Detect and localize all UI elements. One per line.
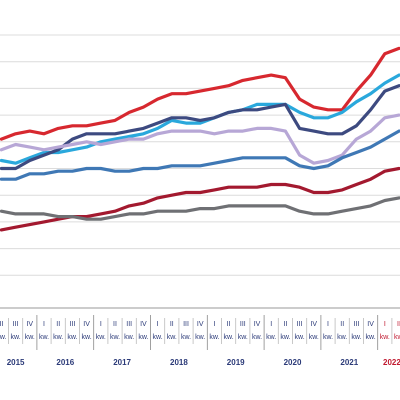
quarter-label: III [240, 321, 246, 328]
quarter-suffix: kw. [238, 334, 248, 341]
year-label: 2019 [227, 358, 245, 367]
quarter-label: IV [197, 321, 204, 328]
series-line [0, 73, 400, 165]
quarter-label: I [100, 321, 102, 328]
quarter-suffix: kw. [366, 334, 376, 341]
quarter-suffix: kw. [67, 334, 77, 341]
year-label: 2022 [383, 358, 400, 367]
quarter-label: IV [140, 321, 147, 328]
quarter-suffix: kw. [25, 334, 35, 341]
quarter-suffix: kw. [337, 334, 347, 341]
quarter-label: I [213, 321, 215, 328]
quarter-suffix: kw. [209, 334, 219, 341]
quarter-label: II [0, 321, 3, 328]
quarter-label: II [170, 321, 174, 328]
quarter-suffix: kw. [96, 334, 106, 341]
quarter-suffix: kw. [110, 334, 120, 341]
quarter-label: I [157, 321, 159, 328]
series-line [0, 46, 400, 141]
series-line [0, 166, 400, 232]
quarter-label: IV [83, 321, 90, 328]
quarter-suffix: kw. [53, 334, 63, 341]
year-label: 2018 [170, 358, 188, 367]
quarter-label: IV [310, 321, 317, 328]
quarter-label: III [353, 321, 359, 328]
quarter-label: IV [26, 321, 33, 328]
series-line [0, 129, 400, 181]
quarter-label: I [384, 321, 386, 328]
quarter-label: II [283, 321, 287, 328]
quarter-suffix: kw. [167, 334, 177, 341]
quarter-label: II [340, 321, 344, 328]
quarter-label: III [13, 321, 19, 328]
quarter-label: I [270, 321, 272, 328]
year-label: 2020 [284, 358, 302, 367]
series-line [0, 196, 400, 221]
quarter-suffix: kw. [181, 334, 191, 341]
quarter-suffix: kw. [153, 334, 163, 341]
series-line [0, 84, 400, 171]
year-label: 2016 [56, 358, 74, 367]
quarter-suffix: kw. [380, 334, 390, 341]
quarter-suffix: kw. [82, 334, 92, 341]
year-label: 2015 [7, 358, 25, 367]
quarter-label: III [126, 321, 132, 328]
quarter-label: IV [367, 321, 374, 328]
quarter-suffix: kw. [351, 334, 361, 341]
quarter-suffix: kw. [124, 334, 134, 341]
quarter-suffix: kw. [252, 334, 262, 341]
quarter-suffix: kw. [39, 334, 49, 341]
quarter-label: II [113, 321, 117, 328]
quarter-suffix: kw. [394, 334, 400, 341]
year-label: 2017 [113, 358, 131, 367]
quarter-suffix: kw. [195, 334, 205, 341]
quarter-label: III [183, 321, 189, 328]
quarter-suffix: kw. [224, 334, 234, 341]
quarter-label: II [397, 321, 400, 328]
quarter-suffix: kw. [266, 334, 276, 341]
quarter-label: III [297, 321, 303, 328]
quarter-label: IV [254, 321, 261, 328]
quarter-suffix: kw. [295, 334, 305, 341]
quarter-suffix: kw. [138, 334, 148, 341]
quarter-label: II [56, 321, 60, 328]
quarter-label: II [227, 321, 231, 328]
quarter-suffix: kw. [323, 334, 333, 341]
year-label: 2021 [340, 358, 358, 367]
quarter-suffix: kw. [0, 334, 7, 341]
quarter-suffix: kw. [309, 334, 319, 341]
quarter-label: I [43, 321, 45, 328]
quarter-label: III [69, 321, 75, 328]
series-line [0, 113, 400, 165]
quarter-label: I [327, 321, 329, 328]
quarter-suffix: kw. [11, 334, 21, 341]
quarter-suffix: kw. [280, 334, 290, 341]
